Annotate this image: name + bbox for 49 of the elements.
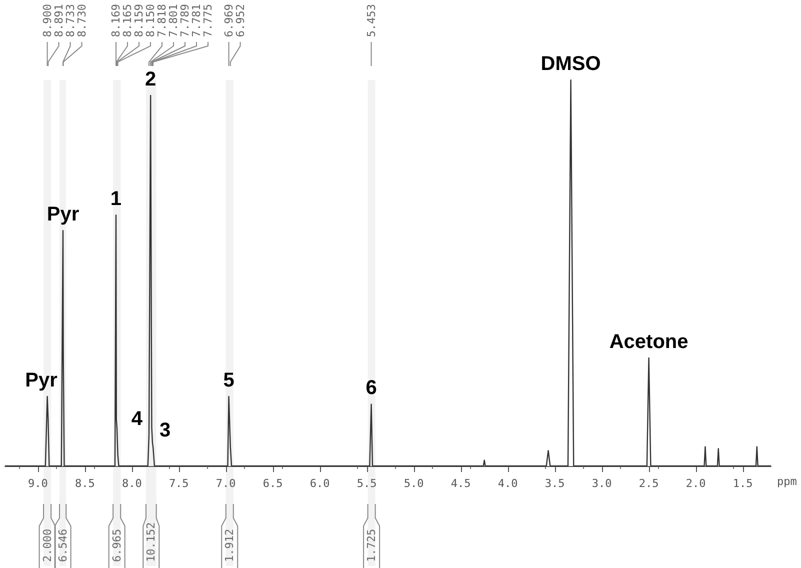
annotation: 8.891 [52,4,66,38]
annotation: 1 [110,188,122,210]
x-axis-title: ppm [777,475,798,488]
annotation: 8.159 [132,4,146,38]
x-tick-label: 8.5 [74,477,95,490]
x-tick-label: 5.5 [356,477,377,490]
x-tick-label: 4.0 [498,477,518,490]
annotation: DMSO [540,53,601,75]
x-tick-label: 5.0 [404,477,424,490]
x-tick-label: 4.5 [450,477,471,490]
annotation: Acetone [609,330,688,353]
annotation: 8.165 [121,4,134,38]
annotation: Pyr [25,370,58,392]
x-tick-label: 2.0 [686,477,706,490]
annotation: 7.789 [178,4,192,38]
band-label: 10.152 [144,522,158,562]
x-tick-label: 7.0 [216,477,236,490]
annotation: 8.730 [75,4,88,38]
band-label: 2.000 [40,528,54,562]
annotation: 5.453 [364,4,378,38]
annotation: 7.775 [202,4,214,38]
annotation: 8.733 [64,4,77,38]
annotation: 8.900 [40,4,54,38]
x-tick-label: 3.0 [592,477,612,490]
annotation: 4 [131,408,144,430]
x-tick-label: 3.5 [544,477,565,490]
band-label: 1.912 [223,528,236,562]
band-label: 6.965 [110,528,124,562]
annotation: 7.781 [190,4,203,38]
annotation: 7.818 [156,4,168,38]
x-tick-label: 8.0 [122,477,142,490]
x-tick-label: 6.5 [262,477,283,490]
x-tick-label: 1.5 [732,477,753,490]
annotation: 6.952 [234,4,247,38]
annotation: 7.801 [167,4,180,38]
x-tick-label: 9.0 [28,477,48,490]
annotation: 2 [145,68,156,90]
annotation: 6.969 [222,4,236,38]
annotation: 5 [223,370,234,392]
annotation: 3 [159,420,171,442]
x-tick-label: 6.0 [310,477,330,490]
annotation: 8.150 [144,4,157,38]
annotation: 8.169 [110,4,122,38]
band-label: 1.725 [365,528,378,562]
x-tick-label: 7.5 [168,477,189,490]
annotation: 6 [366,377,377,400]
x-tick-label: 2.5 [638,477,659,490]
band-label: 6.546 [56,528,70,562]
annotation: Pyr [46,204,80,226]
